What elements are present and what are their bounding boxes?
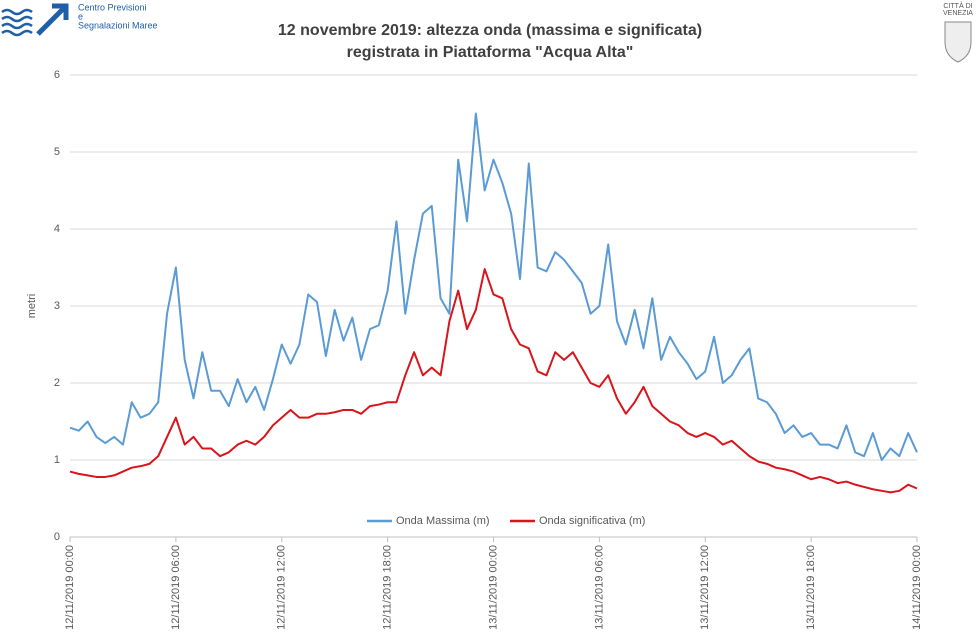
x-tick-label: 14/11/2019 00:00 xyxy=(911,545,923,630)
legend-label: Onda significativa (m) xyxy=(539,515,645,527)
y-tick-label: 1 xyxy=(54,454,60,466)
logo-text: e xyxy=(78,11,83,21)
chart-subtitle: registrata in Piattaforma "Acqua Alta" xyxy=(347,44,634,61)
x-tick-label: 12/11/2019 18:00 xyxy=(382,545,394,630)
x-tick-label: 13/11/2019 00:00 xyxy=(487,545,499,630)
logo-icon xyxy=(1,3,69,37)
x-tick-label: 13/11/2019 18:00 xyxy=(805,545,817,630)
chart-title: 12 novembre 2019: altezza onda (massima … xyxy=(278,22,702,39)
city-logo-text: CITTÀ DI xyxy=(943,1,972,10)
y-tick-label: 3 xyxy=(54,300,60,312)
x-tick-label: 12/11/2019 06:00 xyxy=(170,545,182,630)
y-tick-label: 4 xyxy=(54,223,60,235)
y-tick-label: 2 xyxy=(54,377,60,389)
x-tick-label: 13/11/2019 06:00 xyxy=(593,545,605,630)
y-tick-label: 6 xyxy=(54,69,60,81)
x-tick-label: 12/11/2019 00:00 xyxy=(64,545,76,630)
data-line xyxy=(69,268,918,494)
city-logo-text: VENEZIA xyxy=(943,10,973,17)
x-tick-label: 13/11/2019 12:00 xyxy=(699,545,711,630)
data-line xyxy=(69,112,918,461)
logo-text: Segnalazioni Maree xyxy=(78,20,158,30)
y-tick-label: 0 xyxy=(54,531,60,543)
logo-text: Centro Previsioni xyxy=(78,2,147,12)
city-crest xyxy=(944,21,972,63)
legend-label: Onda Massima (m) xyxy=(396,515,490,527)
x-tick-label: 12/11/2019 12:00 xyxy=(276,545,288,630)
y-tick-label: 5 xyxy=(54,146,60,158)
y-axis-label: metri xyxy=(26,294,38,318)
